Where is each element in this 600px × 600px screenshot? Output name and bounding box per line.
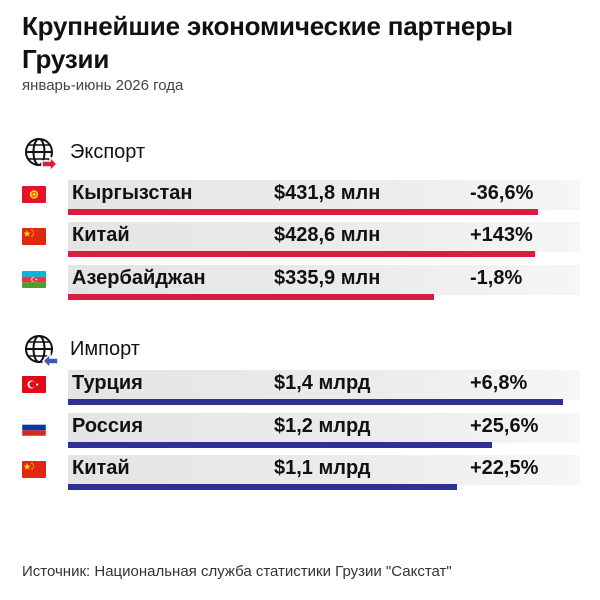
russia-flag-icon	[22, 419, 46, 436]
change-label: +22,5%	[470, 457, 539, 479]
change-label: -1,8%	[470, 267, 523, 289]
country-label: Китай	[72, 457, 130, 479]
value-label: $428,6 млн	[274, 224, 381, 246]
bar-mark	[68, 251, 535, 257]
source-note: Источник: Национальная служба статистики…	[22, 563, 452, 580]
chart-title: Крупнейшие экономические партнеры Грузии	[22, 11, 513, 74]
section-header-export: Экспорт	[22, 135, 322, 173]
country-label: Россия	[72, 415, 144, 437]
section-header-import: Импорт	[22, 332, 322, 370]
globe-arrow-right-icon	[22, 135, 60, 173]
country-label: Азербайджан	[72, 267, 206, 289]
table-row: Кыргызстан $431,8 млн -36,6%	[0, 180, 600, 218]
value-label: $1,1 млрд	[274, 457, 371, 479]
section-label: Импорт	[70, 338, 140, 360]
value-label: $1,4 млрд	[274, 372, 371, 394]
row-background	[68, 265, 580, 295]
bar-mark	[68, 484, 457, 490]
row-background	[68, 222, 580, 252]
globe-arrow-left-icon	[22, 332, 60, 370]
section-label: Экспорт	[70, 141, 146, 163]
table-row: Китай $1,1 млрд +22,5%	[0, 455, 600, 493]
kyrgyzstan-flag-icon	[22, 186, 46, 203]
turkey-flag-icon	[22, 376, 46, 393]
chart-subtitle: январь-июнь 2026 года	[22, 77, 184, 94]
change-label: +25,6%	[470, 415, 539, 437]
table-row: Россия $1,2 млрд +25,6%	[0, 413, 600, 451]
china-flag-icon	[22, 228, 46, 245]
table-row: Китай $428,6 млн +143%	[0, 222, 600, 260]
row-background	[68, 413, 580, 443]
row-background	[68, 180, 580, 210]
country-label: Кыргызстан	[72, 182, 193, 204]
change-label: +143%	[470, 224, 533, 246]
value-label: $335,9 млн	[274, 267, 381, 289]
china-flag-icon	[22, 461, 46, 478]
bar-mark	[68, 209, 538, 215]
table-row: Турция $1,4 млрд +6,8%	[0, 370, 600, 408]
value-label: $1,2 млрд	[274, 415, 371, 437]
bar-mark	[68, 399, 563, 405]
row-background	[68, 455, 580, 485]
change-label: +6,8%	[470, 372, 528, 394]
table-row: Азербайджан $335,9 млн -1,8%	[0, 265, 600, 303]
row-background	[68, 370, 580, 400]
bar-mark	[68, 442, 492, 448]
change-label: -36,6%	[470, 182, 534, 204]
country-label: Китай	[72, 224, 130, 246]
azerbaijan-flag-icon	[22, 271, 46, 288]
bar-mark	[68, 294, 434, 300]
country-label: Турция	[72, 372, 143, 394]
value-label: $431,8 млн	[274, 182, 381, 204]
